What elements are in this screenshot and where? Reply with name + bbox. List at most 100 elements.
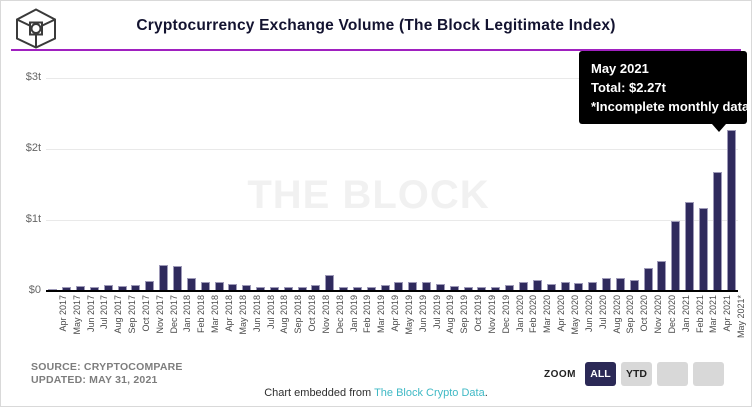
bar[interactable] — [228, 283, 238, 291]
zoom-button-blank-2[interactable] — [693, 362, 724, 386]
x-axis-tick-label: Jul 2020 — [597, 295, 608, 330]
bar[interactable] — [546, 283, 556, 291]
x-axis-tick-label: Oct 2019 — [473, 295, 484, 332]
x-axis-tick-label: Apr 2019 — [390, 295, 401, 332]
bar[interactable] — [712, 172, 722, 291]
x-axis-tick-label: May 2021* — [736, 295, 747, 339]
source-line: SOURCE: CRYPTOCOMPARE — [31, 361, 183, 373]
zoom-button-ytd[interactable]: YTD — [621, 362, 652, 386]
x-axis-tick-label: Oct 2020 — [639, 295, 650, 332]
bar[interactable] — [698, 207, 708, 291]
tooltip-total: Total: $2.27t — [591, 78, 741, 97]
bar[interactable] — [505, 284, 515, 291]
x-axis-tick-label: May 2020 — [570, 295, 580, 335]
bar[interactable] — [131, 285, 141, 291]
bar[interactable] — [159, 265, 169, 291]
zoom-button-all[interactable]: ALL — [585, 362, 616, 386]
bar[interactable] — [283, 287, 293, 291]
bar[interactable] — [560, 281, 570, 291]
updated-line: UPDATED: MAY 31, 2021 — [31, 374, 158, 386]
bar[interactable] — [145, 281, 155, 291]
bar[interactable] — [422, 282, 432, 291]
bar[interactable] — [186, 278, 196, 291]
bar[interactable] — [657, 261, 667, 291]
x-axis-line — [46, 290, 738, 292]
bar[interactable] — [408, 281, 418, 291]
bar[interactable] — [615, 278, 625, 291]
caption-period: . — [484, 387, 488, 399]
bar[interactable] — [48, 288, 58, 291]
accent-divider — [11, 49, 741, 51]
bar[interactable] — [89, 287, 99, 291]
bar[interactable] — [352, 287, 362, 291]
bar[interactable] — [685, 201, 695, 291]
tooltip-title: May 2021 — [591, 61, 649, 76]
x-axis-tick-label: Oct 2018 — [307, 295, 318, 332]
zoom-control: ZOOM ALL YTD — [544, 362, 724, 386]
bar[interactable] — [435, 283, 445, 291]
bar[interactable] — [491, 287, 501, 291]
bar[interactable] — [518, 281, 528, 291]
bar[interactable] — [588, 281, 598, 291]
x-axis-tick-label: Mar 2019 — [376, 295, 387, 334]
x-axis-tick-label: Jan 2021 — [680, 295, 691, 333]
x-axis-tick-label: Apr 2021 — [722, 295, 733, 332]
bar[interactable] — [477, 287, 487, 291]
x-axis-tick-label: Jul 2017 — [99, 295, 110, 330]
bar[interactable] — [311, 285, 321, 291]
x-axis-tick-label: Nov 2018 — [320, 295, 331, 334]
bar[interactable] — [76, 286, 86, 291]
bar[interactable] — [117, 286, 127, 291]
x-axis-tick-label: Dec 2018 — [334, 295, 345, 334]
bar[interactable] — [449, 286, 459, 291]
watermark: THE BLOCK — [247, 173, 490, 217]
x-axis-tick-label: Feb 2018 — [196, 295, 207, 334]
bar[interactable] — [325, 274, 335, 291]
bar[interactable] — [726, 129, 736, 291]
gridline — [46, 149, 738, 150]
gridline — [46, 220, 738, 221]
bar[interactable] — [297, 286, 307, 291]
x-axis-tick-label: May 2018 — [237, 295, 248, 335]
caption-text: Chart embedded from — [264, 387, 375, 399]
embed-caption: Chart embedded from The Block Crypto Dat… — [1, 387, 751, 399]
x-axis-tick-label: Dec 2017 — [168, 295, 179, 334]
bar[interactable] — [463, 286, 473, 291]
bar[interactable] — [339, 287, 349, 291]
bar[interactable] — [62, 287, 72, 291]
bar[interactable] — [380, 285, 390, 291]
bar[interactable] — [103, 284, 113, 291]
bar[interactable] — [394, 282, 404, 291]
bar[interactable] — [200, 281, 210, 291]
tooltip: May 2021 Total: $2.27t *Incomplete month… — [579, 51, 749, 132]
bar[interactable] — [256, 287, 266, 291]
bar[interactable] — [242, 285, 252, 291]
chart-title: Cryptocurrency Exchange Volume (The Bloc… — [136, 17, 616, 34]
bar[interactable] — [629, 280, 639, 291]
x-axis-tick-label: Dec 2019 — [500, 295, 511, 334]
bar[interactable] — [172, 266, 182, 291]
x-axis-tick-label: Dec 2020 — [666, 295, 677, 334]
bar[interactable] — [532, 280, 542, 291]
bar[interactable] — [602, 277, 612, 291]
x-axis-tick-label: Mar 2020 — [542, 295, 553, 334]
x-axis-tick-label: Jun 2019 — [417, 295, 428, 333]
x-axis-tick-label: Sep 2019 — [459, 295, 470, 334]
the-block-logo-icon[interactable] — [13, 7, 59, 55]
bar[interactable] — [269, 286, 279, 291]
bar[interactable] — [574, 283, 584, 291]
bar[interactable] — [643, 267, 653, 291]
x-axis-tick-label: Nov 2020 — [653, 295, 664, 334]
x-axis-tick-label: Aug 2018 — [279, 295, 290, 334]
the-block-crypto-data-link[interactable]: The Block Crypto Data — [374, 387, 485, 399]
zoom-button-blank-1[interactable] — [657, 362, 688, 386]
x-axis-tick-label: Aug 2019 — [445, 295, 456, 334]
y-axis-tick-label: $2t — [25, 142, 41, 154]
bar[interactable] — [671, 220, 681, 291]
x-axis-tick-label: Jun 2018 — [251, 295, 262, 333]
bar[interactable] — [366, 286, 376, 291]
x-axis-tick-label: Jul 2019 — [431, 295, 442, 330]
tooltip-total-label: Total: — [591, 80, 630, 95]
bar[interactable] — [214, 281, 224, 291]
